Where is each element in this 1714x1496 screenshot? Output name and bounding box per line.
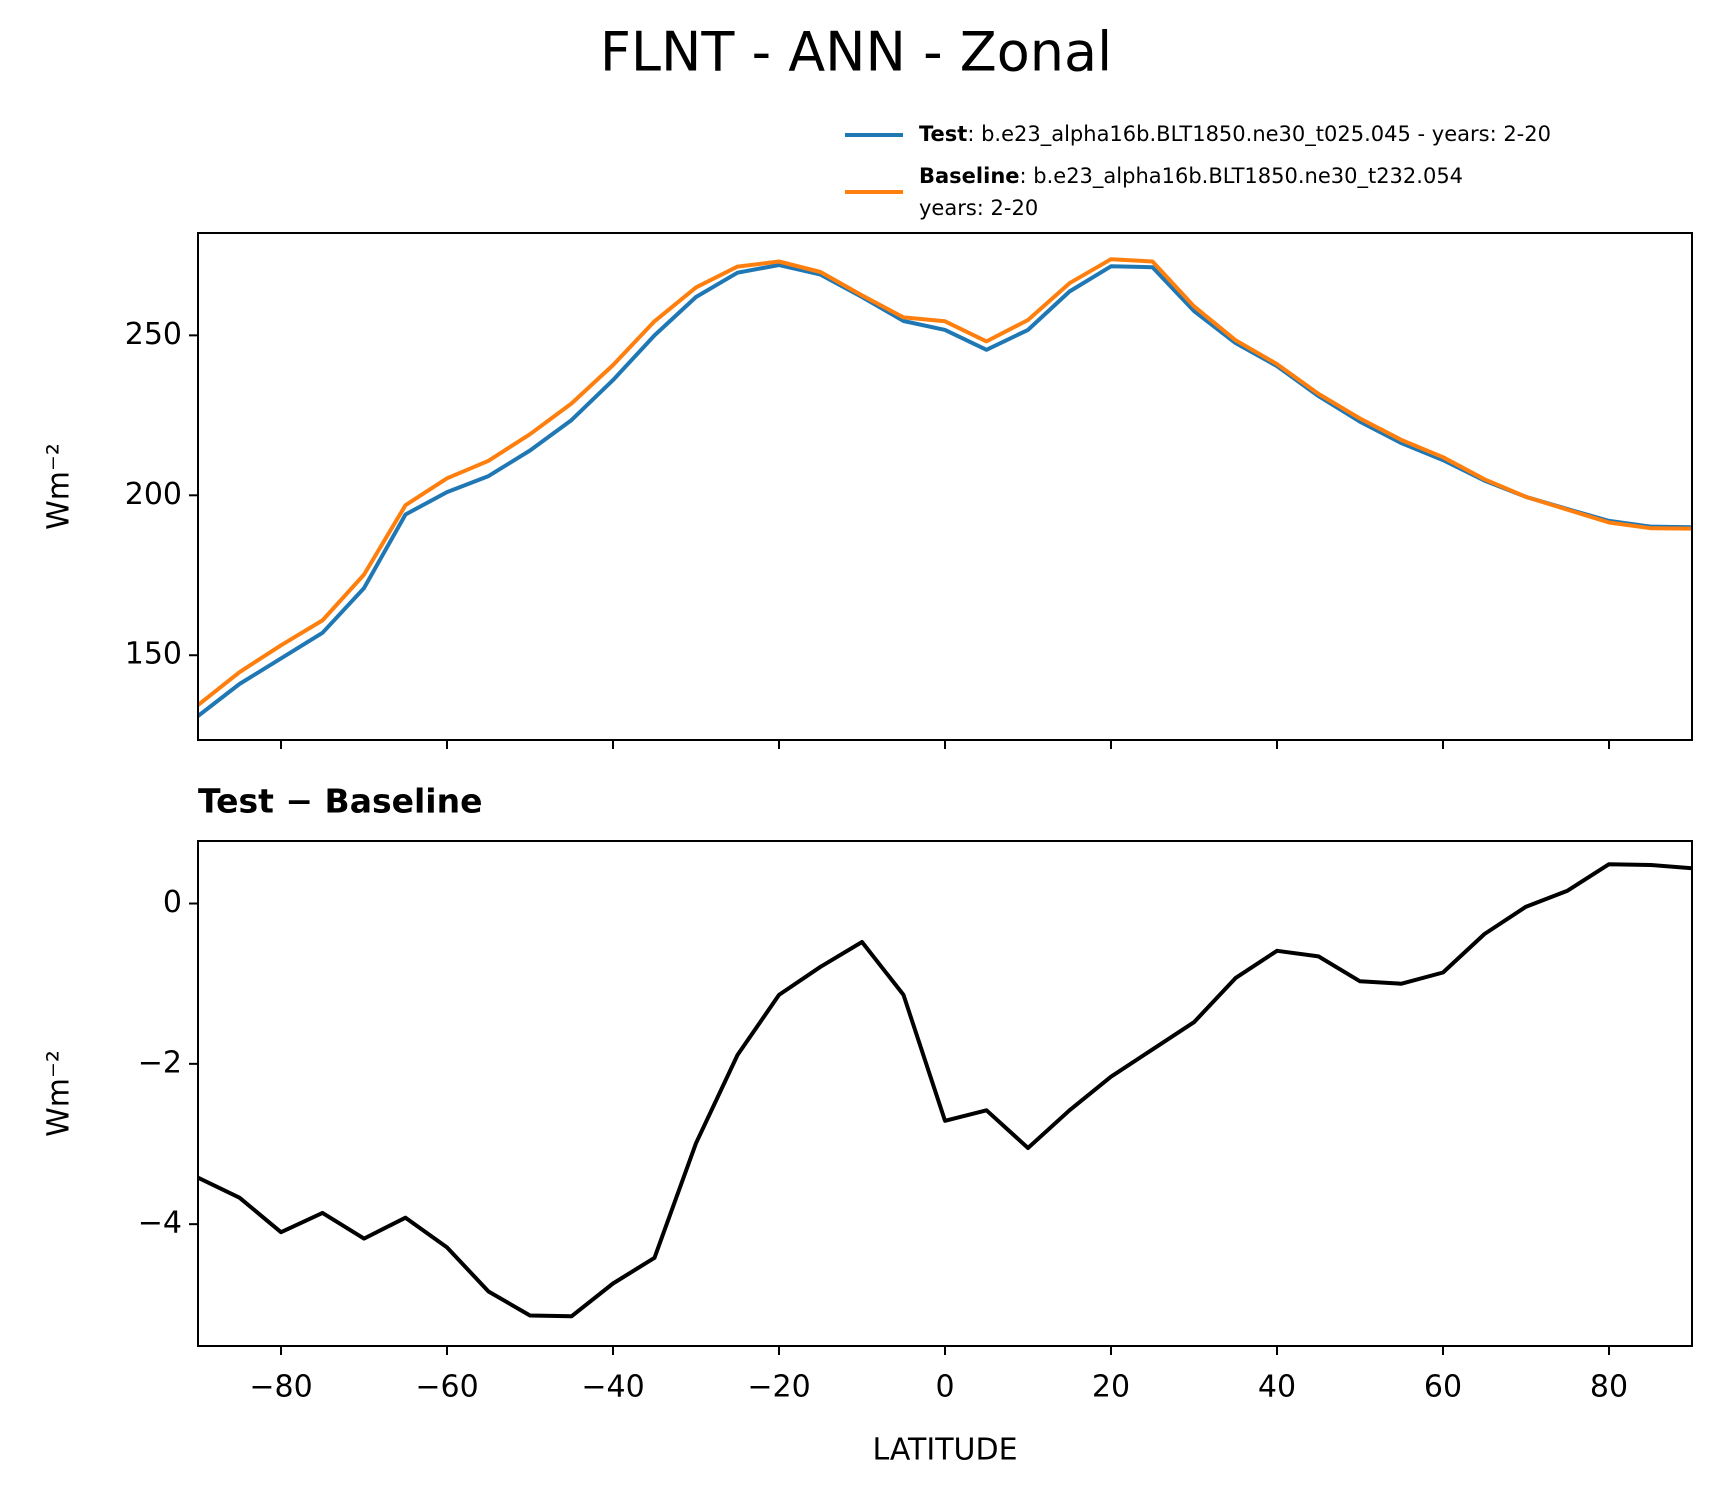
x-tick-label: −80: [249, 1370, 312, 1405]
x-axis-label: LATITUDE: [872, 1433, 1017, 1468]
legend-description: : b.e23_alpha16b.BLT1850.ne30_t232.054: [1020, 164, 1464, 189]
legend-name: Baseline: [919, 164, 1020, 188]
x-tick-label: 0: [935, 1370, 954, 1405]
x-tick-label: 80: [1590, 1370, 1628, 1405]
figure-title: FLNT - ANN - Zonal: [600, 21, 1112, 84]
y-tick-label: −4: [138, 1206, 182, 1241]
y-tick-label: 0: [163, 885, 182, 920]
legend-label: Baseline: b.e23_alpha16b.BLT1850.ne30_t2…: [919, 164, 1463, 189]
axes-frame: [197, 840, 1693, 1347]
panel-title: Test − Baseline: [198, 782, 483, 821]
legend-name: Test: [919, 122, 967, 146]
legend-label-line2: years: 2-20: [919, 196, 1038, 220]
y-axis-label: Wm⁻²: [42, 443, 77, 530]
legend-description: : b.e23_alpha16b.BLT1850.ne30_t025.045 -…: [967, 122, 1551, 147]
x-tick-label: 60: [1424, 1370, 1462, 1405]
series-line: [198, 862, 1692, 1319]
x-tick-label: −20: [747, 1370, 810, 1405]
legend-label: Test: b.e23_alpha16b.BLT1850.ne30_t025.0…: [919, 122, 1551, 147]
y-tick-label: 150: [125, 637, 182, 672]
x-tick-label: −60: [415, 1370, 478, 1405]
axes-frame: [197, 232, 1693, 741]
y-tick-label: −2: [138, 1045, 182, 1080]
series-line: [198, 263, 1692, 718]
series-line: [198, 257, 1692, 707]
x-tick-label: −40: [581, 1370, 644, 1405]
y-tick-label: 250: [125, 317, 182, 352]
x-tick-label: 40: [1258, 1370, 1296, 1405]
y-tick-label: 200: [125, 477, 182, 512]
y-axis-label: Wm⁻²: [42, 1050, 77, 1137]
x-tick-label: 20: [1092, 1370, 1130, 1405]
